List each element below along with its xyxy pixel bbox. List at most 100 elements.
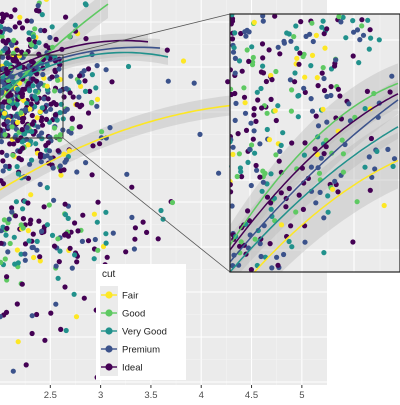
data-point-premium	[34, 247, 40, 253]
inset-data-point-premium	[243, 33, 249, 39]
data-point-premium	[50, 165, 56, 171]
data-point-good	[20, 225, 26, 231]
data-point-very-good	[49, 24, 55, 30]
zoom-connector-top	[62, 13, 231, 56]
legend-label-ideal: Ideal	[122, 363, 143, 374]
data-point-ideal	[70, 94, 76, 100]
inset-data-point-ideal	[324, 26, 330, 32]
inset-data-point-premium	[302, 239, 308, 245]
data-point-very-good	[39, 105, 45, 111]
data-point-ideal	[104, 254, 110, 260]
inset-data-point-very-good	[319, 24, 325, 30]
data-point-very-good	[72, 22, 78, 28]
inset-data-point-fair	[320, 106, 326, 112]
inset-data-point-very-good	[301, 152, 307, 158]
inset-data-point-good	[249, 62, 256, 68]
inset-data-point-very-good	[292, 70, 298, 76]
inset-data-point-good	[264, 110, 270, 116]
legend-label-very-good: Very Good	[122, 327, 167, 338]
inset-data-point-fair	[294, 55, 300, 62]
inset-data-point-premium	[247, 146, 253, 152]
data-point-premium	[48, 155, 54, 161]
inset-data-point-ideal	[248, 267, 254, 272]
data-point-premium	[38, 27, 44, 33]
inset-data-point-premium	[288, 38, 294, 44]
smooth-line-premium	[0, 46, 161, 83]
data-point-premium	[107, 125, 113, 131]
data-point-good	[0, 50, 3, 56]
inset-data-point-premium	[346, 101, 352, 107]
data-point-premium	[0, 104, 5, 110]
data-point-premium	[4, 152, 10, 158]
data-point-premium	[53, 263, 59, 269]
legend-key-dot-premium	[105, 345, 113, 353]
inset-data-point-premium	[254, 167, 260, 173]
inset-data-point-very-good	[321, 250, 327, 256]
inset-data-point-premium	[230, 49, 237, 55]
inset-data-point-premium	[230, 144, 236, 150]
inset-border	[229, 13, 400, 273]
inset-data-point-ideal	[387, 89, 393, 95]
data-point-ideal	[85, 238, 92, 244]
inset-data-point-ideal	[272, 14, 278, 19]
data-point-ideal	[0, 181, 6, 187]
inset-data-point-good	[288, 108, 294, 114]
inset-data-point-ideal	[296, 61, 302, 67]
inset-data-point-ideal	[297, 50, 303, 56]
inset-data-point-very-good	[258, 85, 264, 92]
x-axis: 2.5 3 3.5 4 4.5 5	[44, 385, 304, 401]
data-point-ideal	[52, 112, 59, 118]
inset-data-point-premium	[287, 77, 293, 83]
data-point-premium	[0, 139, 4, 145]
inset-data-point-fair	[278, 222, 285, 228]
data-point-ideal	[53, 101, 59, 108]
inset-data-point-very-good	[289, 244, 295, 250]
inset-data-point-very-good	[366, 46, 372, 52]
data-point-fair	[91, 211, 97, 217]
inset-data-point-premium	[281, 251, 287, 258]
smooth-ribbon-very-good	[0, 44, 168, 98]
inset-data-point-ideal	[328, 84, 334, 90]
inset-data-point-ideal	[302, 140, 308, 146]
data-point-fair	[25, 228, 31, 234]
inset-data-point-premium	[233, 100, 239, 106]
data-point-premium	[24, 136, 30, 142]
inset-data-point-very-good	[231, 45, 237, 51]
data-point-ideal	[19, 25, 26, 31]
data-point-good	[55, 236, 61, 242]
inset-data-point-ideal	[367, 27, 373, 33]
data-point-premium	[10, 368, 16, 374]
data-point-ideal	[17, 148, 23, 155]
inset-data-point-very-good	[268, 206, 274, 212]
data-point-ideal	[32, 39, 38, 45]
data-point-very-good	[125, 63, 132, 70]
legend-key-dot-good	[105, 309, 113, 317]
data-point-premium	[22, 107, 29, 113]
inset-data-point-very-good	[278, 142, 284, 148]
data-point-ideal	[45, 96, 51, 102]
inset-data-point-very-good	[245, 159, 251, 165]
inset-data-point-very-good	[294, 45, 300, 52]
data-point-premium	[68, 130, 74, 136]
data-point-fair	[27, 106, 33, 112]
inset-data-point-very-good	[259, 188, 265, 194]
inset-data-point-premium	[310, 38, 316, 45]
inset-data-point-ideal	[335, 189, 341, 195]
data-point-premium	[0, 314, 3, 320]
legend-key-dot-fair	[105, 291, 113, 299]
inset-data-point-very-good	[320, 18, 326, 24]
data-point-ideal	[34, 7, 40, 13]
data-point-ideal	[129, 184, 135, 190]
inset-data-point-premium	[338, 19, 344, 25]
data-point-very-good	[20, 206, 26, 212]
data-point-ideal	[49, 74, 55, 80]
inset-data-point-very-good	[295, 114, 301, 120]
data-point-very-good	[44, 185, 50, 191]
data-point-premium	[0, 54, 6, 60]
data-point-ideal	[42, 28, 48, 34]
data-point-very-good	[76, 79, 82, 85]
data-point-premium	[22, 251, 28, 257]
data-point-very-good	[83, 2, 89, 8]
data-point-ideal	[8, 92, 14, 98]
data-point-fair	[43, 0, 49, 2]
